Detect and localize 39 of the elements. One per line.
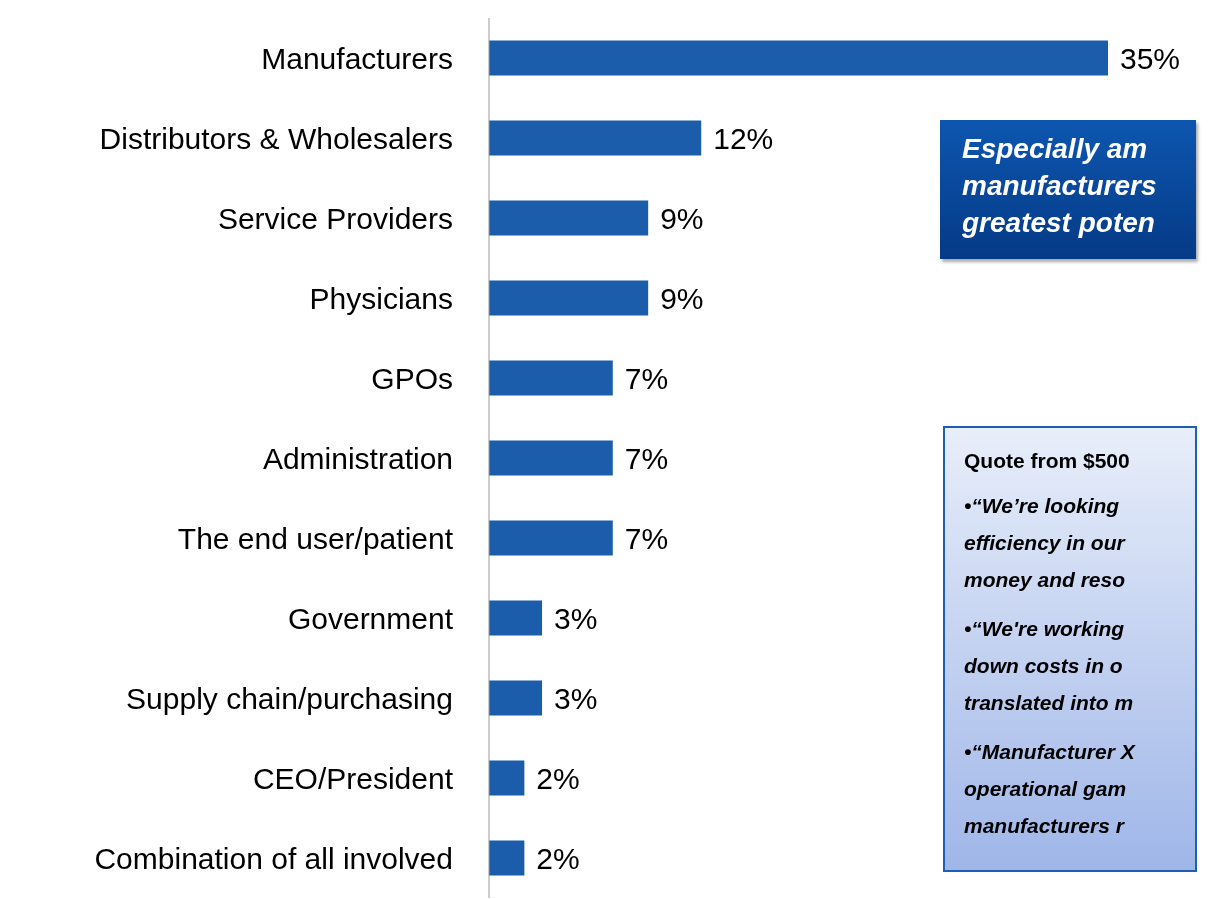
y-tick-label: Service Providers bbox=[217, 201, 453, 235]
data-label: 2% bbox=[536, 761, 580, 795]
data-label: 7% bbox=[624, 441, 669, 475]
data-label: 7% bbox=[624, 521, 669, 555]
data-label: 9% bbox=[660, 281, 704, 315]
bar bbox=[489, 200, 649, 236]
bar bbox=[489, 600, 543, 636]
data-label: 9% bbox=[660, 201, 704, 235]
bar bbox=[489, 40, 1108, 76]
y-tick-label: Manufacturers bbox=[261, 41, 453, 75]
annotation: •“We’re looking efficiency in our money and reso bbox=[964, 493, 1127, 593]
y-tick-label: The end user/patient bbox=[177, 521, 454, 555]
y-tick-label: Combination of all involved bbox=[94, 841, 453, 875]
bar bbox=[489, 680, 543, 716]
y-tick-label: CEO/President bbox=[252, 761, 454, 795]
annotation: •“Manufacturer X operational gam manufacturers r bbox=[964, 739, 1137, 839]
data-label: 3% bbox=[554, 601, 598, 635]
annotation: Especially am manufacturers greatest poten bbox=[962, 132, 1158, 240]
bar bbox=[489, 440, 613, 476]
data-label: 12% bbox=[713, 121, 774, 155]
data-label: 7% bbox=[624, 361, 669, 395]
data-label: 3% bbox=[554, 681, 598, 715]
bar bbox=[489, 280, 649, 316]
callout-box: Especially am manufacturers greatest poten bbox=[940, 120, 1196, 259]
bar bbox=[489, 520, 613, 556]
y-tick-label: Physicians bbox=[309, 281, 453, 315]
data-label: 2% bbox=[536, 841, 580, 875]
y-tick-label: Administration bbox=[262, 441, 453, 475]
y-tick-label: GPOs bbox=[371, 361, 453, 395]
annotation: •“We're working down costs in o translated into m bbox=[964, 616, 1135, 716]
bar bbox=[489, 840, 525, 876]
bar bbox=[489, 120, 702, 156]
y-tick-label: Supply chain/purchasing bbox=[126, 681, 453, 715]
y-tick-label: Government bbox=[287, 601, 454, 635]
annotation: Quote from $500 bbox=[964, 448, 1131, 474]
bar bbox=[489, 360, 613, 396]
data-label: 35% bbox=[1120, 41, 1181, 75]
bar bbox=[489, 760, 525, 796]
y-tick-label: Distributors & Wholesalers bbox=[99, 121, 453, 155]
